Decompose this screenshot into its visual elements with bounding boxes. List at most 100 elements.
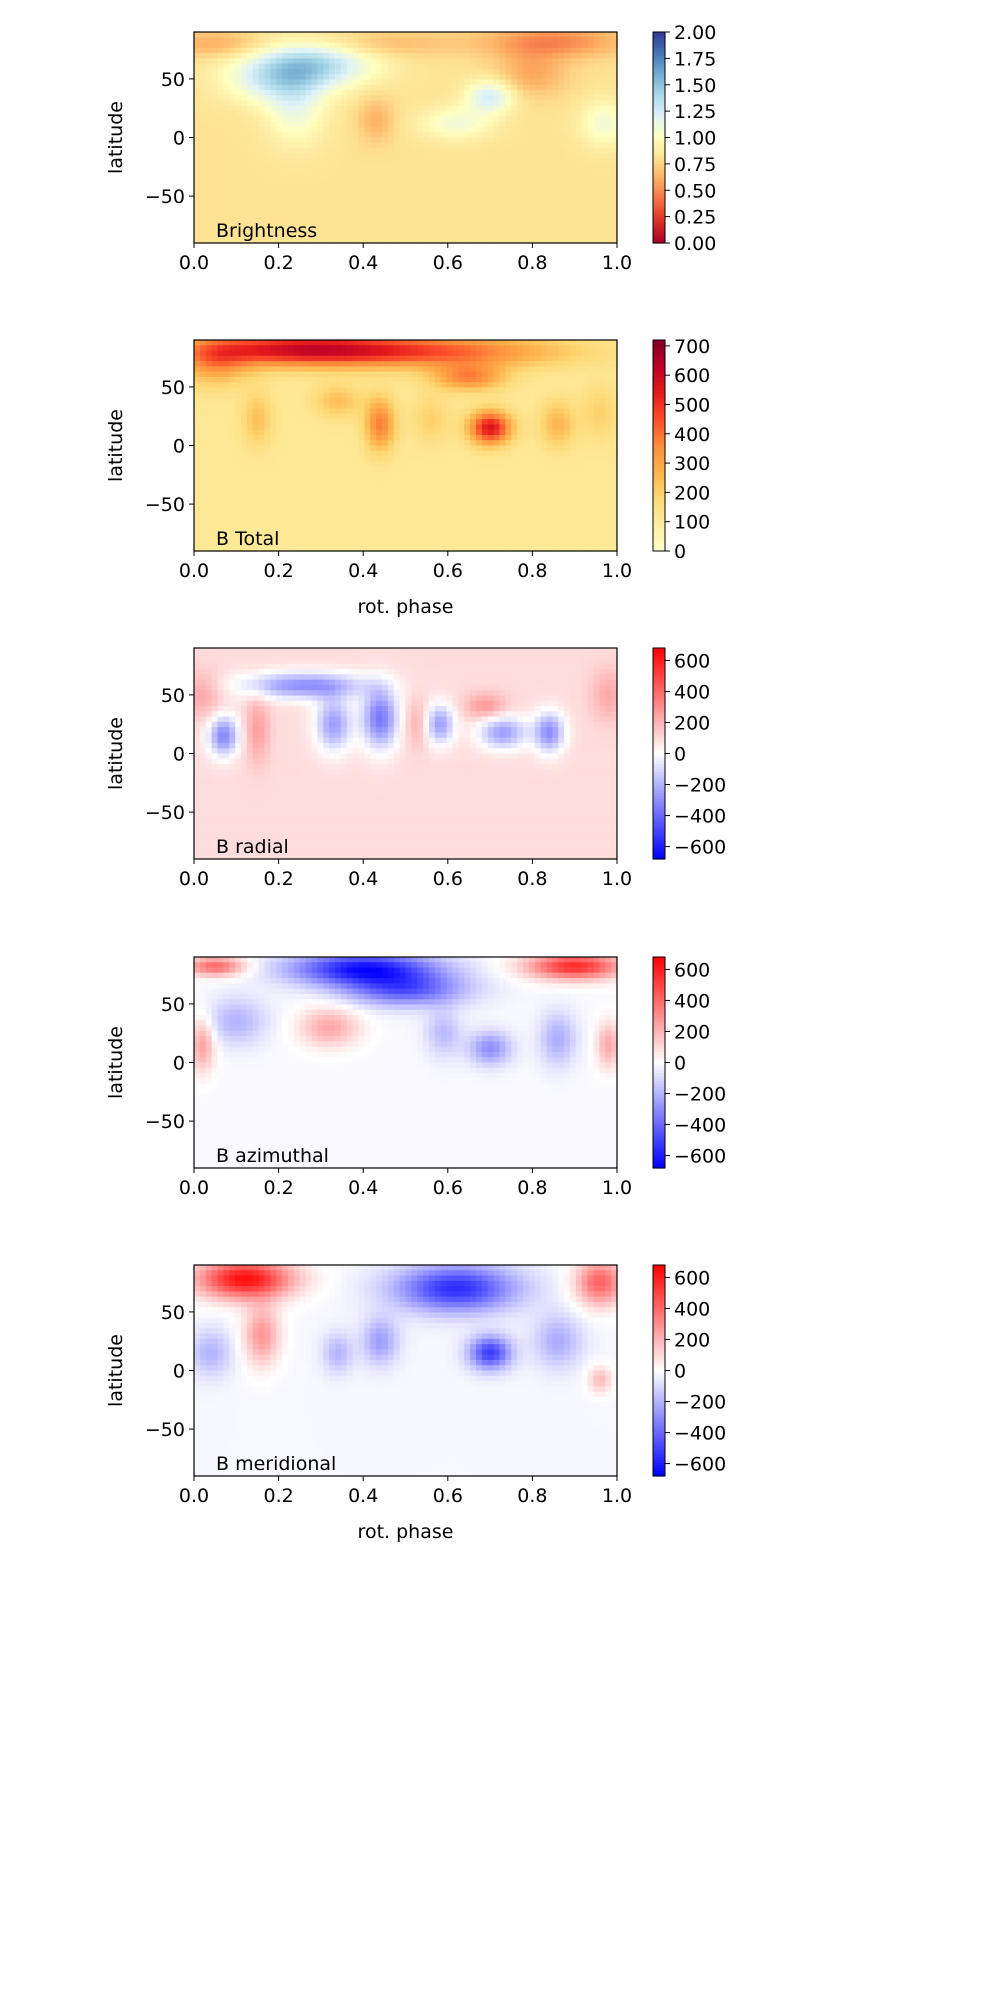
heatmap-cell xyxy=(246,403,254,410)
heatmap-cell xyxy=(599,206,606,212)
heatmap-cell xyxy=(323,195,330,202)
heatmap-cell xyxy=(323,179,330,186)
heatmap-cell xyxy=(241,169,248,176)
heatmap-cell xyxy=(481,361,489,367)
heatmap-cell xyxy=(434,340,442,346)
heatmap-cell xyxy=(446,195,454,202)
heatmap-cell xyxy=(235,58,242,65)
heatmap-cell xyxy=(264,184,271,191)
heatmap-cell xyxy=(446,95,454,102)
heatmap-cell xyxy=(440,32,448,38)
heatmap-cell xyxy=(358,408,365,415)
heatmap-cell xyxy=(411,47,418,54)
heatmap-cell xyxy=(470,90,477,96)
heatmap-cell xyxy=(352,200,360,207)
heatmap-cell xyxy=(605,121,612,128)
heatmap-cell xyxy=(258,376,266,383)
heatmap-cell xyxy=(352,190,360,197)
heatmap-cell xyxy=(523,63,530,70)
heatmap-cell xyxy=(570,42,577,49)
heatmap-cell xyxy=(552,84,559,91)
colorbar-segment xyxy=(653,126,665,131)
heatmap-cell xyxy=(434,111,442,118)
heatmap-cell xyxy=(246,84,254,91)
heatmap-cell xyxy=(464,105,471,112)
heatmap-cell xyxy=(317,132,324,139)
heatmap-cell xyxy=(511,461,518,468)
heatmap-cell xyxy=(364,111,371,118)
heatmap-cell xyxy=(387,387,395,394)
heatmap-cell xyxy=(352,100,360,107)
heatmap-cell xyxy=(552,376,559,383)
heatmap-cell xyxy=(558,382,565,389)
heatmap-cell xyxy=(446,456,454,462)
heatmap-cell xyxy=(276,382,283,389)
heatmap-cell xyxy=(264,477,271,484)
heatmap-cell xyxy=(581,424,589,431)
heatmap-cell xyxy=(288,53,295,59)
heatmap-cell xyxy=(376,163,383,170)
heatmap-cell xyxy=(570,58,577,65)
heatmap-cell xyxy=(523,392,530,399)
heatmap-cell xyxy=(540,387,548,394)
heatmap-cell xyxy=(217,163,224,170)
heatmap-cell xyxy=(458,200,465,207)
heatmap-cell xyxy=(205,345,213,352)
heatmap-cell xyxy=(599,95,606,102)
heatmap-cell xyxy=(564,142,571,149)
heatmap-cell xyxy=(241,132,248,139)
heatmap-cell xyxy=(446,355,454,362)
heatmap-cell xyxy=(211,434,219,441)
heatmap-cell xyxy=(458,190,465,197)
heatmap-cell xyxy=(534,163,542,170)
heatmap-cell xyxy=(611,419,618,426)
heatmap-cell xyxy=(464,376,471,383)
heatmap-cell xyxy=(499,53,506,59)
heatmap-cell xyxy=(299,221,307,228)
heatmap-cell xyxy=(335,111,342,118)
heatmap-cell xyxy=(370,174,377,181)
heatmap-cell xyxy=(458,371,465,378)
heatmap-cell xyxy=(476,211,483,218)
heatmap-cell xyxy=(476,355,483,362)
heatmap-cell xyxy=(429,195,436,202)
heatmap-cell xyxy=(282,355,289,362)
heatmap-cell xyxy=(282,179,289,186)
heatmap-cell xyxy=(282,237,289,244)
heatmap-cell xyxy=(305,200,313,207)
heatmap-cell xyxy=(423,200,430,207)
heatmap-cell xyxy=(611,371,618,378)
heatmap-cell xyxy=(223,408,230,415)
heatmap-cell xyxy=(276,142,283,149)
heatmap-cell xyxy=(446,105,454,112)
heatmap-cell xyxy=(429,424,436,431)
heatmap-cell xyxy=(376,111,383,118)
heatmap-cell xyxy=(499,74,506,81)
heatmap-cell xyxy=(211,200,219,207)
heatmap-cell xyxy=(382,58,389,65)
heatmap-cell xyxy=(564,382,571,389)
heatmap-cell xyxy=(364,392,371,399)
heatmap-cell xyxy=(229,227,236,234)
heatmap-cell xyxy=(270,419,277,426)
heatmap-cell xyxy=(246,179,254,186)
heatmap-cell xyxy=(552,216,559,223)
heatmap-cell xyxy=(393,382,401,389)
heatmap-cell xyxy=(499,376,506,383)
heatmap-cell xyxy=(493,126,501,133)
heatmap-cell xyxy=(393,148,401,154)
heatmap-cell xyxy=(364,132,371,139)
heatmap-cell xyxy=(288,37,295,44)
heatmap-cell xyxy=(434,424,442,431)
heatmap-cell xyxy=(223,371,230,378)
heatmap-cell xyxy=(476,434,483,441)
heatmap-cell xyxy=(317,206,324,212)
heatmap-cell xyxy=(452,116,459,123)
heatmap-cell xyxy=(393,392,401,399)
heatmap-cell xyxy=(487,466,495,473)
heatmap-cell xyxy=(570,232,577,239)
heatmap-cell xyxy=(217,137,224,144)
heatmap-cell xyxy=(288,216,295,223)
heatmap-cell xyxy=(223,340,230,346)
heatmap-cell xyxy=(499,237,506,244)
